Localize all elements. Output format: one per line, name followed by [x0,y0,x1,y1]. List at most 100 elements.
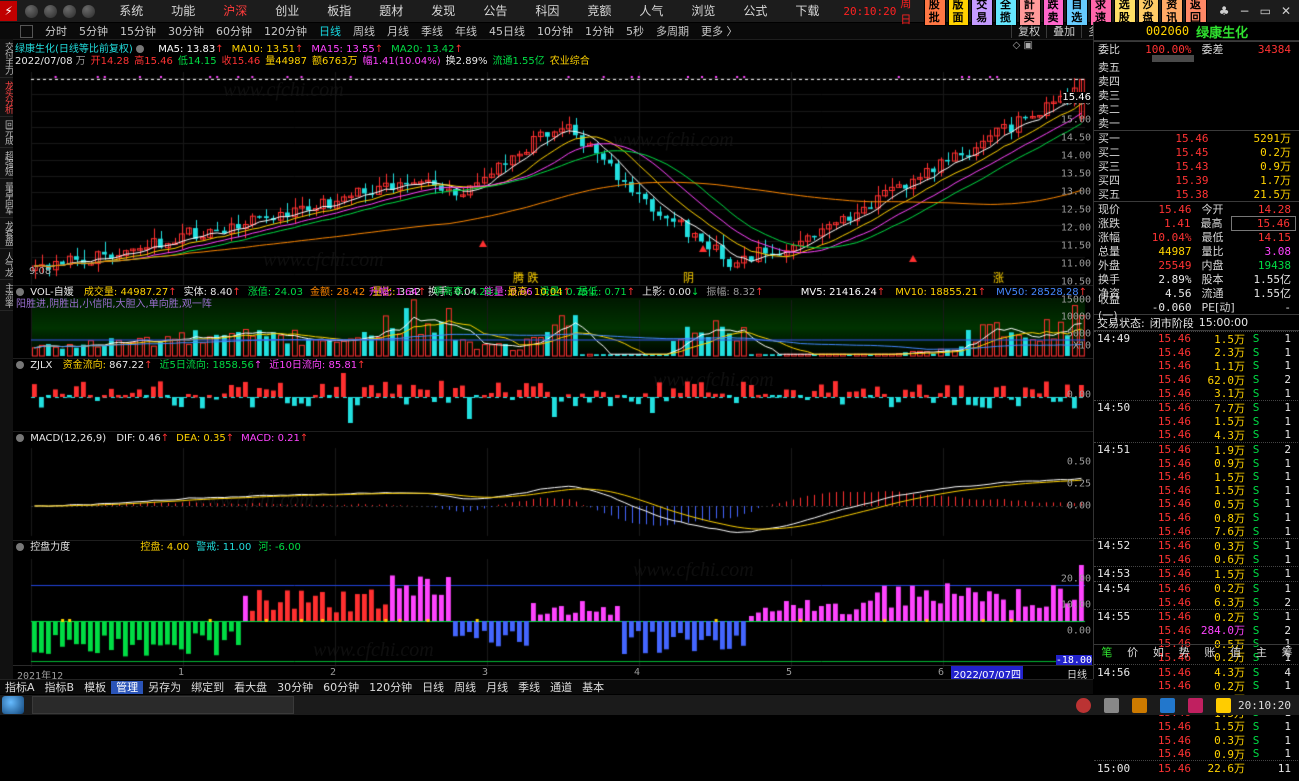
tool1-通道[interactable]: 通道 [545,681,577,694]
tag-button-全揽[interactable]: 全揽 [995,0,1017,26]
period-10分钟[interactable]: 10分钟 [531,23,579,40]
window-button-0[interactable]: ♣ [1219,4,1230,18]
vtab-0[interactable]: 交付主力 [0,39,13,78]
collapse-icon[interactable] [16,543,24,551]
chart-fn-叠加[interactable]: 叠加 [1046,25,1081,38]
tool1-看大盘[interactable]: 看大盘 [229,681,272,694]
tag-button-版面[interactable]: 版面 [948,0,970,26]
menu-item-5[interactable]: 题材 [365,0,417,22]
tool1-季线[interactable]: 季线 [513,681,545,694]
period-15分钟[interactable]: 15分钟 [114,23,162,40]
menu-item-9[interactable]: 竞额 [573,0,625,22]
vtab-7[interactable]: 主流率 [0,280,13,311]
price-candles-canvas[interactable] [13,40,1093,285]
period-1分钟[interactable]: 1分钟 [579,23,620,40]
period-季线[interactable]: 季线 [415,23,449,40]
quote-tab-笔[interactable]: 笔 [1094,644,1120,660]
tray-network-icon[interactable] [1160,698,1175,713]
menu-item-0[interactable]: 系统 [105,0,157,22]
period-日线[interactable]: 日线 [313,23,347,40]
tool1-管理[interactable]: 管理 [111,681,143,694]
macd-canvas[interactable] [13,432,1093,540]
menu-item-13[interactable]: 下载 [781,0,833,22]
period-周线[interactable]: 周线 [347,23,381,40]
vtab-2[interactable]: 回元成 [0,117,13,148]
quote-tab-值[interactable]: 值 [1223,644,1249,660]
period-分时[interactable]: 分时 [39,23,73,40]
ask-row[interactable]: 卖五 [1094,60,1299,74]
quote-tab-主[interactable]: 主 [1249,644,1275,660]
tool1-指标B[interactable]: 指标B [40,681,80,694]
menu-item-12[interactable]: 公式 [729,0,781,22]
chart-fn-复权[interactable]: 复权 [1011,25,1046,38]
menu-item-1[interactable]: 功能 [157,0,209,22]
capital-flow-pane[interactable]: ZJLX 资金流向: 867.22↑近5日流向: 1858.56↑近10日流向:… [13,358,1093,431]
macd-pane[interactable]: MACD(12,26,9) DIF: 0.46↑DEA: 0.35↑MACD: … [13,431,1093,540]
tray-volume-icon[interactable] [1104,698,1119,713]
menu-item-11[interactable]: 浏览 [677,0,729,22]
collapse-icon[interactable] [16,434,24,442]
tool1-基本[interactable]: 基本 [577,681,609,694]
menu-item-2[interactable]: 沪深 [209,0,261,22]
vtab-6[interactable]: 人气龙 [0,249,13,280]
tool1-日线[interactable]: 日线 [417,681,449,694]
quote-tab-价[interactable]: 价 [1120,644,1146,660]
ask-row[interactable]: 卖一 [1094,116,1299,130]
tray-app-icon[interactable] [1132,698,1147,713]
grid-toggle-icon[interactable] [20,25,33,38]
quote-tab-势[interactable]: 势 [1171,644,1197,660]
tool1-绑定到[interactable]: 绑定到 [186,681,229,694]
period-5分钟[interactable]: 5分钟 [73,23,114,40]
period-多周期[interactable]: 多周期 [650,23,695,40]
price-chart-pane[interactable]: 绿康生化(日线等比前复权) MA5: 13.83↑MA10: 13.51↑MA1… [13,39,1093,285]
tag-button-股批[interactable]: 股批 [924,0,946,26]
menu-item-4[interactable]: 板指 [313,0,365,22]
period-年线[interactable]: 年线 [449,23,483,40]
tool1-另存为[interactable]: 另存为 [143,681,186,694]
control-strength-canvas[interactable] [13,541,1093,673]
ask-row[interactable]: 卖三 [1094,88,1299,102]
tool1-指标A[interactable]: 指标A [0,681,40,694]
tray-record-icon[interactable] [1076,698,1091,713]
tool1-周线[interactable]: 周线 [449,681,481,694]
ask-row[interactable]: 卖四 [1094,74,1299,88]
menu-item-10[interactable]: 人气 [625,0,677,22]
window-button-1[interactable]: − [1240,4,1250,18]
period-月线[interactable]: 月线 [381,23,415,40]
menu-item-8[interactable]: 科因 [521,0,573,22]
period-45日线[interactable]: 45日线 [483,23,531,40]
tray-lightning-icon[interactable] [1216,698,1231,713]
vtab-5[interactable]: 龙套盘 [0,218,13,249]
tool1-月线[interactable]: 月线 [481,681,513,694]
tool1-60分钟[interactable]: 60分钟 [318,681,364,694]
tool1-120分钟[interactable]: 120分钟 [364,681,417,694]
quote-tab-账[interactable]: 账 [1197,644,1223,660]
tray-flag-icon[interactable] [1188,698,1203,713]
menu-item-6[interactable]: 发现 [417,0,469,22]
vtab-4[interactable]: 量卓向军 [0,179,13,218]
start-button[interactable] [2,696,24,714]
pane-corner-icons[interactable]: ◇ ▣ [1013,40,1033,51]
tag-button-自选[interactable]: 自选 [1066,0,1088,26]
period-更多 〉[interactable]: 更多 〉 [695,23,744,40]
period-30分钟[interactable]: 30分钟 [162,23,210,40]
window-button-2[interactable]: ▭ [1260,4,1271,18]
tool1-30分钟[interactable]: 30分钟 [272,681,318,694]
ask-row[interactable]: 卖二 [1094,102,1299,116]
period-60分钟[interactable]: 60分钟 [210,23,258,40]
tag-button-交易[interactable]: 交易 [971,0,993,26]
